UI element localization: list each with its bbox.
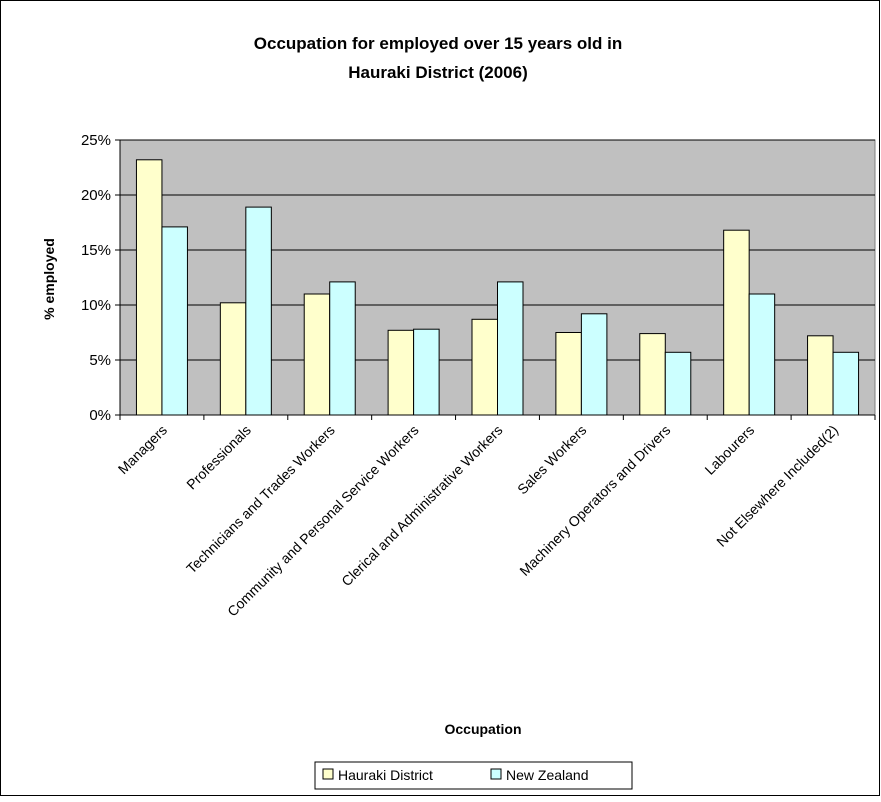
- bar-new-zealand-community-and-personal-service-workers: [413, 328, 440, 416]
- bar-hauraki-district-labourers: [723, 229, 750, 416]
- bar-new-zealand-clerical-and-administrative-workers: [497, 281, 524, 416]
- y-tick-label: 25%: [81, 132, 111, 149]
- bar-new-zealand-managers: [161, 226, 188, 416]
- bar-new-zealand-professionals: [245, 206, 272, 416]
- bar-new-zealand-labourers: [748, 293, 776, 416]
- y-tick-label: 20%: [81, 187, 111, 204]
- legend-label-new-zealand: New Zealand: [506, 767, 589, 783]
- legend-swatch-hauraki-district: [322, 768, 334, 780]
- y-tick-label: 15%: [81, 242, 111, 259]
- bar-new-zealand-sales-workers: [580, 313, 608, 416]
- y-tick-label: 0%: [89, 407, 111, 424]
- bar-hauraki-district-managers: [135, 159, 163, 416]
- bar-hauraki-district-clerical-and-administrative-workers: [471, 318, 498, 416]
- chart-title-line-1: Occupation for employed over 15 years ol…: [254, 34, 622, 53]
- bar-new-zealand-not-elsewhere-included-2: [832, 351, 860, 416]
- bar-hauraki-district-machinery-operators-and-drivers: [639, 333, 666, 416]
- chart-title-line-2: Hauraki District (2006): [348, 63, 528, 82]
- bar-hauraki-district-technicians-and-trades-workers: [303, 293, 331, 416]
- y-tick-label: 10%: [81, 297, 111, 314]
- legend-label-hauraki-district: Hauraki District: [338, 767, 433, 783]
- bar-new-zealand-technicians-and-trades-workers: [329, 281, 356, 416]
- legend-swatch-new-zealand: [490, 768, 502, 780]
- bar-hauraki-district-sales-workers: [555, 332, 582, 416]
- y-axis-title: % employed: [41, 238, 57, 320]
- bar-hauraki-district-not-elsewhere-included-2: [807, 335, 834, 416]
- legend: Hauraki District New Zealand: [314, 761, 633, 790]
- x-axis-title: Occupation: [444, 721, 521, 737]
- y-tick-label: 5%: [89, 352, 111, 369]
- bar-new-zealand-machinery-operators-and-drivers: [664, 351, 692, 416]
- legend-box: [314, 761, 633, 790]
- bars: [135, 159, 860, 416]
- bar-hauraki-district-community-and-personal-service-workers: [387, 329, 415, 416]
- y-axis-ticks: 0% 5% 10% 15% 20% 25%: [81, 132, 875, 424]
- bar-hauraki-district-professionals: [219, 302, 247, 416]
